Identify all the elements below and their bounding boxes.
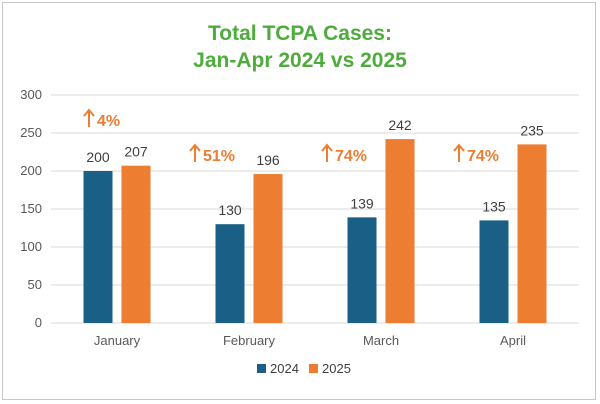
data-label: 242 [388,117,412,133]
bar-2024-march [347,217,377,323]
legend-swatch [257,364,266,373]
arrow-up-icon [83,108,95,127]
annotation: 74% [321,143,367,165]
data-label: 139 [350,195,374,211]
x-tick-label: January [94,333,141,348]
x-tick-label: March [363,333,399,348]
y-tick-label: 300 [20,87,42,102]
data-label: 196 [256,152,280,168]
bar-chart: Total TCPA Cases: Jan-Apr 2024 vs 2025 0… [20,22,579,376]
legend-label: 2025 [322,361,351,376]
x-tick-label: February [223,333,276,348]
y-tick-label: 250 [20,125,42,140]
y-tick-label: 0 [35,315,42,330]
chart-title-line-2: Jan-Apr 2024 vs 2025 [193,49,407,72]
legend-item-2025: 2025 [309,361,351,376]
y-tick-label: 50 [28,277,42,292]
legend-label: 2024 [270,361,299,376]
annotation-text: 51% [203,148,235,165]
data-label: 135 [482,198,506,214]
bar-2025-january [121,165,151,323]
arrow-up-icon [321,143,333,162]
data-labels: 200 207 January 130 196 February 139 242 March 13… [86,117,544,348]
data-label: 207 [124,144,148,160]
bar-2025-march [385,139,415,323]
bars [83,139,547,323]
data-label: 200 [86,149,110,165]
annotation-text: 74% [335,148,367,165]
annotation: 74% [453,143,499,165]
annotations: 4% 51% 74% 74% [83,108,499,165]
bar-2025-april [517,144,547,323]
annotation: 51% [189,143,235,165]
data-label: 235 [520,122,544,138]
legend-swatch [309,364,318,373]
bar-2025-february [253,174,283,323]
y-tick-label: 150 [20,201,42,216]
y-tick-label: 100 [20,239,42,254]
chart-frame: Total TCPA Cases: Jan-Apr 2024 vs 2025 0… [2,2,596,400]
annotation-text: 74% [467,148,499,165]
bar-2024-january [83,171,113,323]
legend-item-2024: 2024 [257,361,299,376]
bar-2024-february [215,224,245,323]
x-tick-label: April [500,333,526,348]
data-label: 130 [218,202,242,218]
arrow-up-icon [453,143,465,162]
bar-2024-april [479,220,509,323]
y-tick-label: 200 [20,163,42,178]
legend: 2024 2025 [257,361,351,376]
annotation-text: 4% [97,113,120,130]
arrow-up-icon [189,143,201,162]
chart-title-line-1: Total TCPA Cases: [208,22,392,45]
annotation: 4% [83,108,120,130]
